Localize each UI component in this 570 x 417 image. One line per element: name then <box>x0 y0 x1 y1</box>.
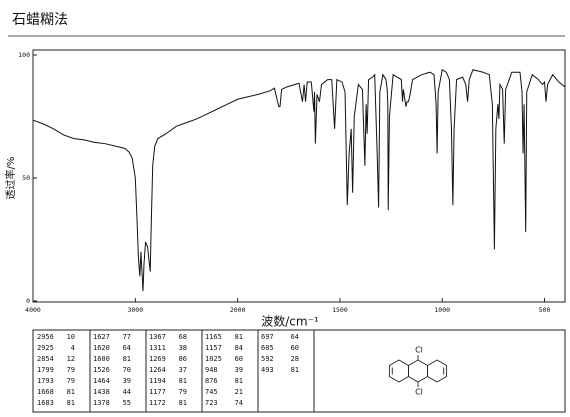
y-axis-label: 透过率/% <box>4 157 17 200</box>
table-cell: 745 <box>205 388 218 396</box>
table-cell: 81 <box>235 377 243 385</box>
table-cell: 10 <box>67 333 75 341</box>
table-cell: 28 <box>291 355 299 363</box>
table-cell: 81 <box>179 377 187 385</box>
table-cell: 55 <box>123 399 131 407</box>
table-cell: 592 <box>261 355 274 363</box>
y-tick-label: 100 <box>18 51 30 59</box>
table-cell: 81 <box>235 333 243 341</box>
table-cell: 86 <box>179 355 187 363</box>
table-cell: 1172 <box>149 399 166 407</box>
table-cell: 1264 <box>149 366 166 374</box>
plot-frame <box>32 49 566 303</box>
page-title: 石蜡糊法 <box>12 12 68 28</box>
x-tick-label: 1500 <box>332 306 348 314</box>
table-cell: 1526 <box>93 366 110 374</box>
table-cell: 12 <box>67 355 75 363</box>
x-axis-label: 波数/cm⁻¹ <box>261 314 319 329</box>
table-cell: 1157 <box>205 344 222 352</box>
table-cell: 81 <box>67 399 75 407</box>
table-cell: 37 <box>179 366 187 374</box>
table-cell: 81 <box>67 388 75 396</box>
table-cell: 1668 <box>37 388 54 396</box>
structure: Cl Cl <box>388 346 448 397</box>
table-cell: 876 <box>205 377 218 385</box>
table-cell: 1620 <box>93 344 110 352</box>
y-tick-label: 50 <box>22 174 30 182</box>
table-cell: 74 <box>235 399 243 407</box>
table-cell: 64 <box>291 333 299 341</box>
table-cell: 1799 <box>37 366 54 374</box>
table-cell: 2956 <box>37 333 54 341</box>
atom-label: Cl <box>415 388 423 397</box>
x-tick-label: 1000 <box>434 306 450 314</box>
table-frame <box>32 329 566 413</box>
spectrum-line <box>32 68 566 292</box>
table-cell: 1165 <box>205 333 222 341</box>
x-tick-label: 3000 <box>127 306 143 314</box>
table-cell: 81 <box>291 366 299 374</box>
table-cell: 1378 <box>93 399 110 407</box>
x-tick-label: 2000 <box>230 306 246 314</box>
table-cell: 60 <box>291 344 299 352</box>
ring <box>408 359 428 383</box>
table-cell: 38 <box>179 344 187 352</box>
table-cell: 1793 <box>37 377 54 385</box>
ring <box>427 359 448 383</box>
table-cell: 64 <box>123 344 131 352</box>
table-cell: 697 <box>261 333 274 341</box>
table-cell: 44 <box>123 388 131 396</box>
table-cell: 84 <box>235 344 243 352</box>
table-cell: 1438 <box>93 388 110 396</box>
table-cell: 60 <box>235 355 243 363</box>
table-cell: 1177 <box>149 388 166 396</box>
table-cell: 1627 <box>93 333 110 341</box>
table-cell: 81 <box>123 355 131 363</box>
x-tick-label: 500 <box>539 306 551 314</box>
table-cell: 77 <box>123 333 131 341</box>
table-cell: 1194 <box>149 377 166 385</box>
atom-label: Cl <box>415 346 423 355</box>
table-cell: 70 <box>123 366 131 374</box>
table-cell: 605 <box>261 344 274 352</box>
table-cell: 948 <box>205 366 218 374</box>
x-tick-label: 4000 <box>25 306 41 314</box>
table-cell: 1683 <box>37 399 54 407</box>
table-cell: 1269 <box>149 355 166 363</box>
table-cell: 1025 <box>205 355 222 363</box>
table-cell: 1311 <box>149 344 166 352</box>
table-cell: 2925 <box>37 344 54 352</box>
table-cell: 81 <box>179 399 187 407</box>
table-cell: 21 <box>235 388 243 396</box>
table-cell: 1600 <box>93 355 110 363</box>
table-cell: 2854 <box>37 355 54 363</box>
table-cell: 4 <box>71 344 75 352</box>
y-tick-label: 0 <box>26 297 30 305</box>
table-cell: 79 <box>67 366 75 374</box>
table-cell: 723 <box>205 399 218 407</box>
table-cell: 1367 <box>149 333 166 341</box>
table-cell: 79 <box>179 388 187 396</box>
table-cell: 68 <box>179 333 187 341</box>
table-cell: 79 <box>67 377 75 385</box>
table-cell: 493 <box>261 366 274 374</box>
table-cell: 39 <box>123 377 131 385</box>
table-cell: 1464 <box>93 377 110 385</box>
table-cell: 39 <box>235 366 243 374</box>
